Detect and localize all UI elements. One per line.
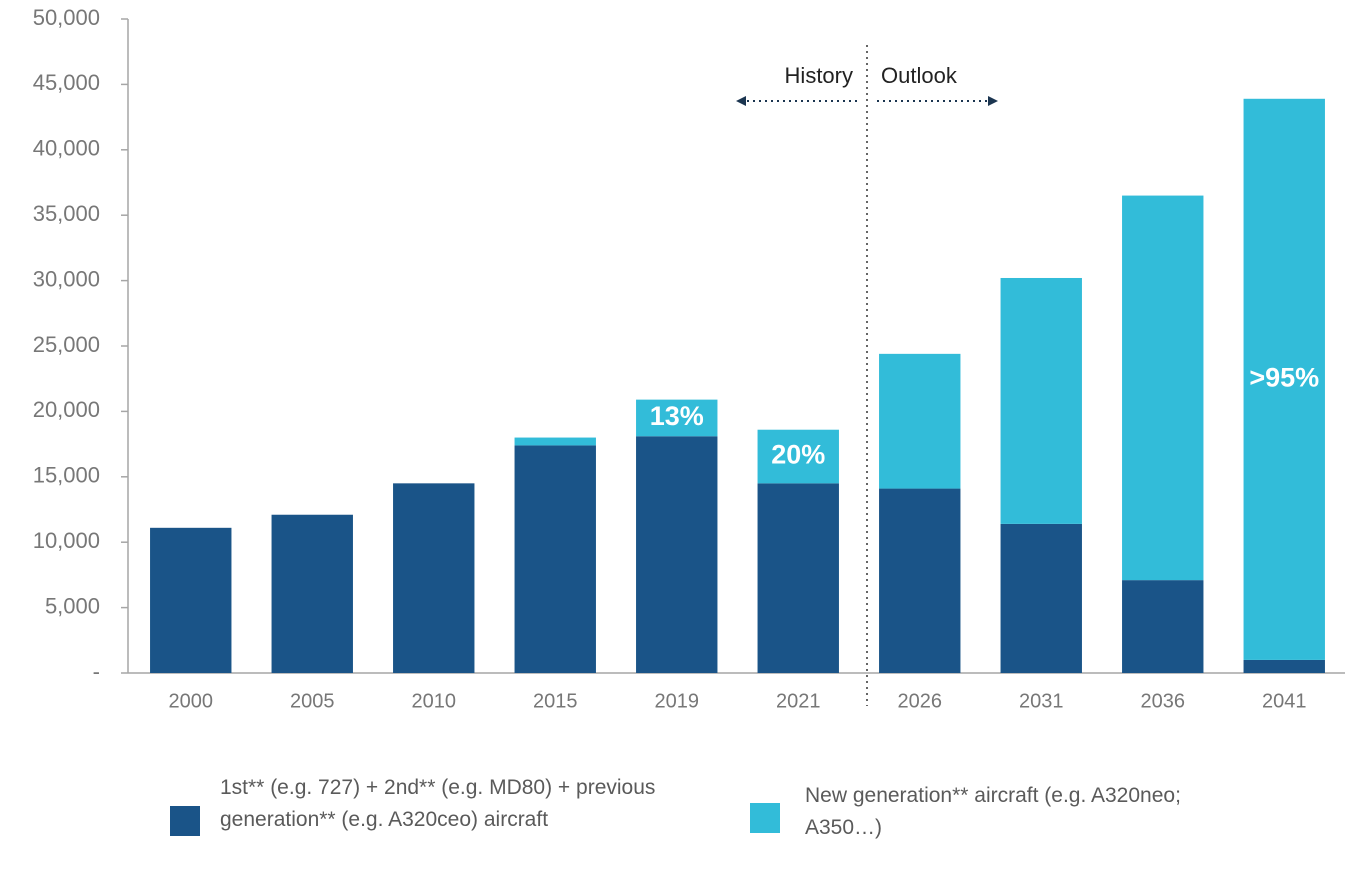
bar-segment [636,399,718,437]
bar-segment [393,483,475,673]
bar-segment [879,353,961,489]
bar-segment [879,488,961,673]
x-tick-label: 2005 [290,690,335,712]
bar-segment [1122,580,1204,673]
bar-segment [757,483,839,673]
y-tick-label: 30,000 [33,266,100,291]
y-tick-label: 15,000 [33,463,100,488]
bar-segment [150,527,232,673]
y-tick-label: 40,000 [33,136,100,161]
y-tick-label: 45,000 [33,70,100,95]
y-tick-label: 50,000 [33,5,100,30]
legend-label: New generation** aircraft (e.g. A320neo;… [805,784,1181,839]
bar-segment [514,437,596,446]
bar-segment [1243,98,1325,660]
bar-segment [1122,195,1204,581]
x-tick-label: 2031 [1019,690,1064,712]
bar-segment [757,429,839,484]
y-tick-label: 25,000 [33,332,100,357]
x-tick-label: 2041 [1262,690,1307,712]
bar-segment [1243,659,1325,673]
y-tick-label: 10,000 [33,528,100,553]
bar-segment [1000,523,1082,673]
bar-annotation: 13% [650,401,704,431]
bar-segment [271,514,353,673]
x-tick-label: 2010 [412,690,457,712]
legend-label: 1st** (e.g. 727) + 2nd** (e.g. MD80) + p… [220,776,656,831]
x-tick-label: 2036 [1141,690,1186,712]
outlook-label: Outlook [881,63,958,88]
x-tick-label: 2015 [533,690,578,712]
y-tick-label: 35,000 [33,201,100,226]
bar-segment [636,436,718,673]
y-tick-label: 20,000 [33,397,100,422]
legend-swatch [750,803,780,833]
bar-segment [514,445,596,673]
x-tick-label: 2026 [898,690,943,712]
x-tick-label: 2000 [169,690,214,712]
y-tick-label: - [93,659,100,684]
history-label: History [785,63,853,88]
legend-swatch [170,806,200,836]
legend-entry: 1st** (e.g. 727) + 2nd** (e.g. MD80) + p… [220,776,656,831]
y-tick-label: 5,000 [45,593,100,618]
x-tick-label: 2019 [655,690,700,712]
bar-annotation: >95% [1249,362,1319,392]
bar-segment [1000,277,1082,524]
legend-entry: New generation** aircraft (e.g. A320neo;… [805,784,1181,839]
x-tick-label: 2021 [776,690,821,712]
bar-annotation: 20% [771,440,825,470]
